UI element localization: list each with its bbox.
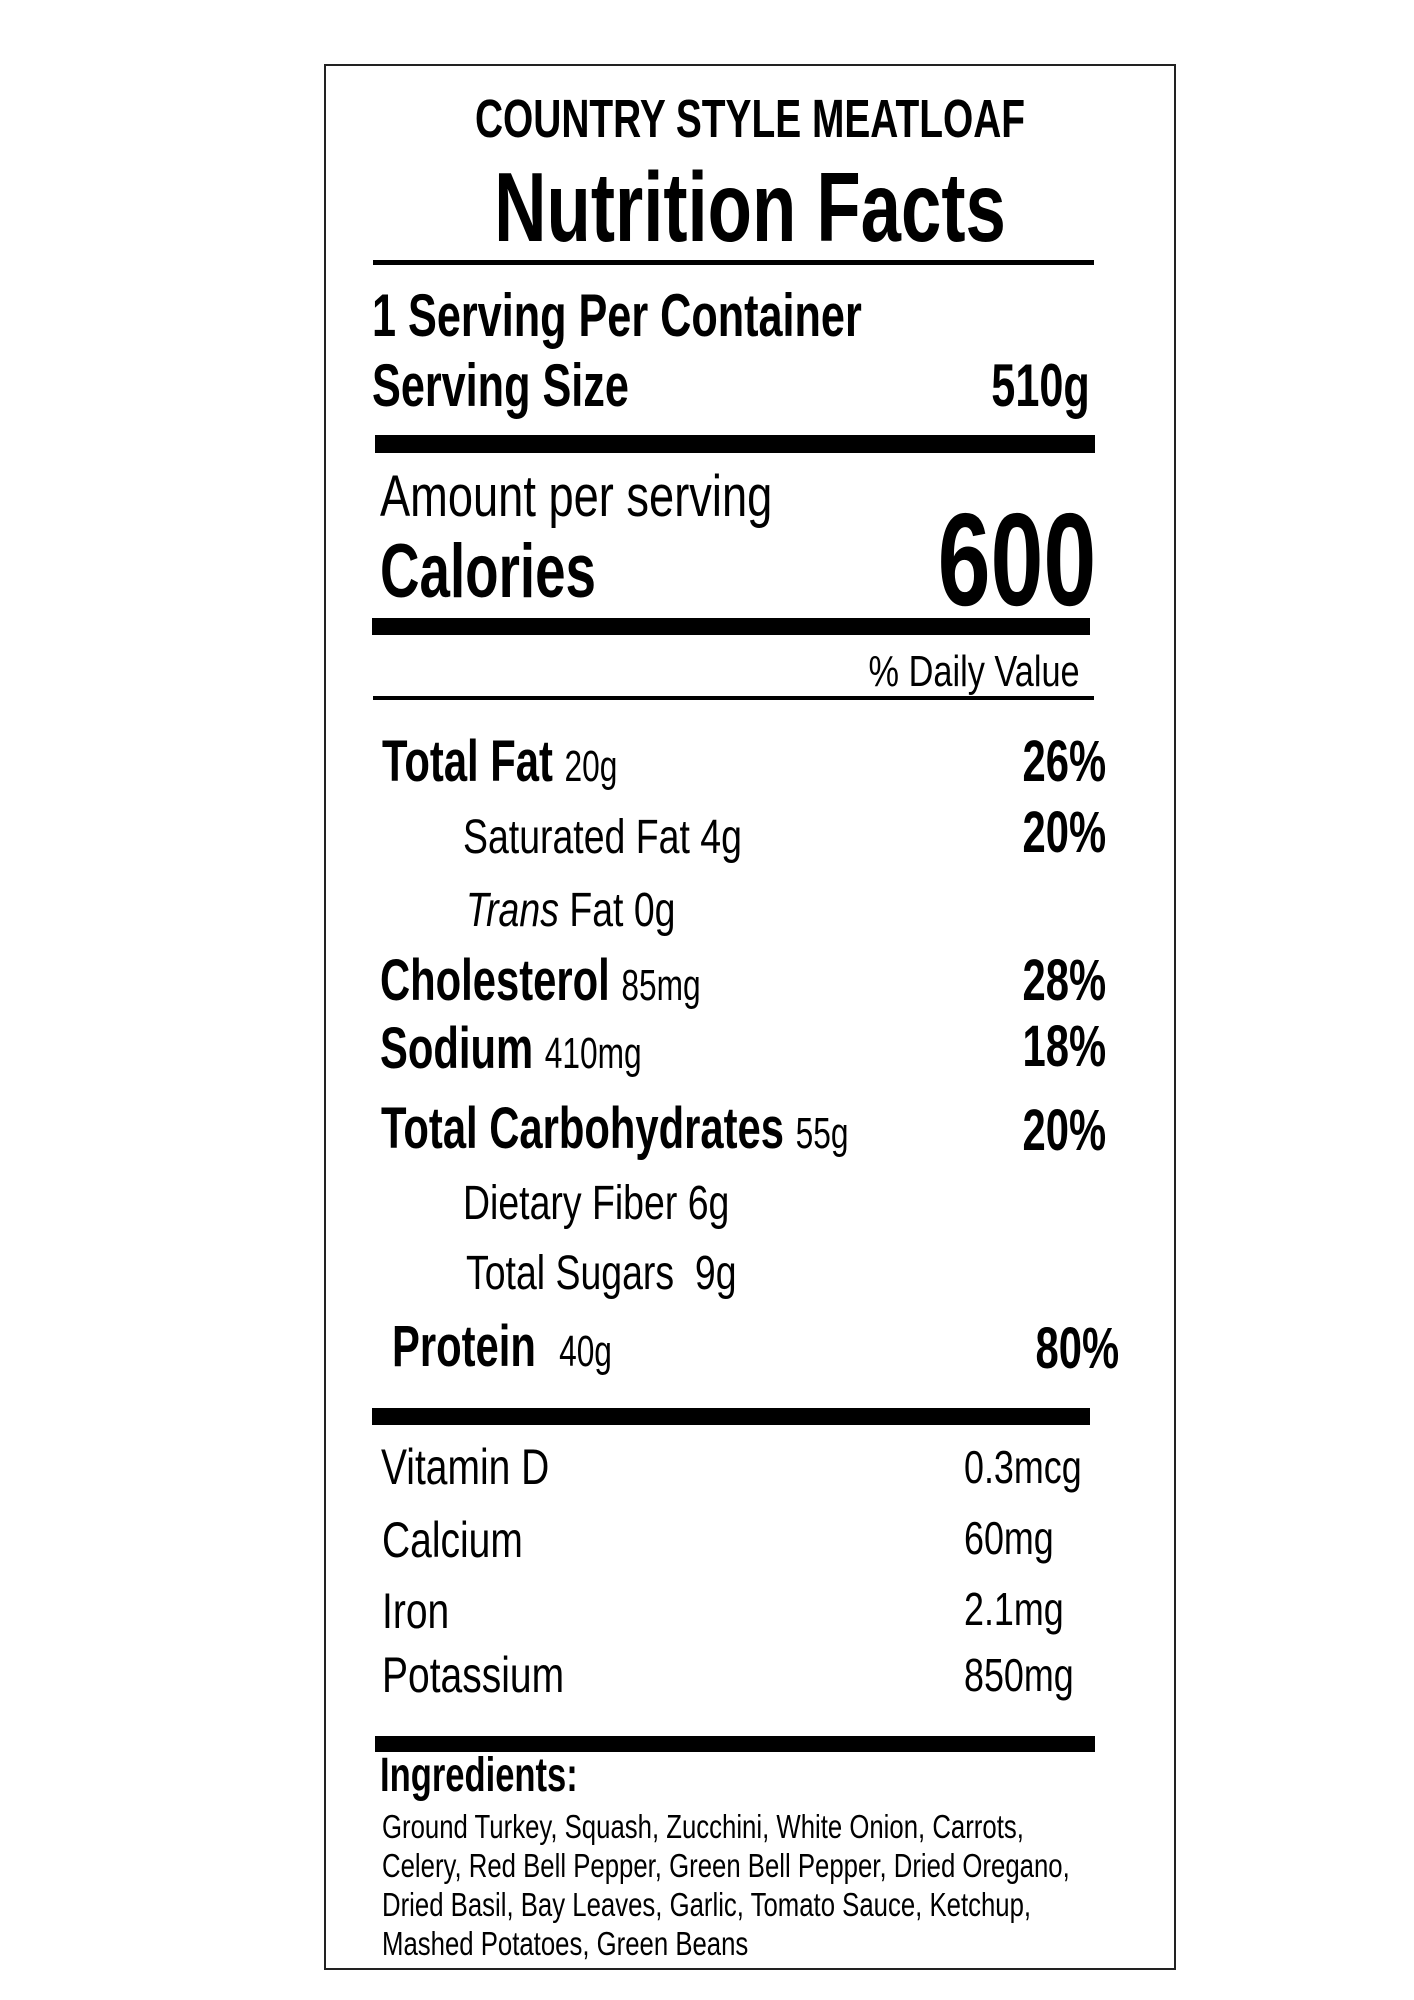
vitamin-d-amount: 0.3mcg: [964, 1441, 1082, 1493]
ingredients-line: Celery, Red Bell Pepper, Green Bell Pepp…: [382, 1847, 1070, 1884]
dv-sodium: 18%: [1022, 1014, 1106, 1079]
serving-size-value: 510g: [991, 352, 1090, 419]
dv-saturated-fat: 20%: [1022, 800, 1106, 865]
thick-divider: [372, 1408, 1090, 1425]
nutrient-total-sugars: Total Sugars 9g: [466, 1247, 737, 1300]
potassium-label: Potassium: [382, 1647, 565, 1703]
nutrient-cholesterol: Cholesterol 85mg: [380, 948, 701, 1013]
nutrient-trans-fat: Trans Fat 0g: [466, 884, 676, 937]
thick-divider: [372, 618, 1090, 635]
vitamin-d-label: Vitamin D: [381, 1439, 550, 1495]
nutrition-label-border: [324, 64, 1176, 1970]
ingredients-line: Mashed Potatoes, Green Beans: [382, 1925, 749, 1962]
calories-value: 600: [937, 486, 1096, 633]
ingredients-label: Ingredients:: [380, 1749, 578, 1802]
potassium-amount: 850mg: [964, 1649, 1074, 1701]
calories-label: Calories: [380, 529, 596, 614]
thick-divider: [375, 435, 1095, 453]
thick-divider: [375, 1736, 1095, 1752]
calcium-label: Calcium: [382, 1512, 523, 1568]
calcium-amount: 60mg: [964, 1512, 1054, 1564]
divider: [373, 696, 1094, 700]
dv-cholesterol: 28%: [1022, 948, 1106, 1013]
ingredients-line: Ground Turkey, Squash, Zucchini, White O…: [382, 1808, 1024, 1845]
nutrient-protein: Protein 40g: [392, 1314, 612, 1379]
divider: [373, 260, 1094, 265]
nutrient-total-carbohydrates: Total Carbohydrates 55g: [381, 1096, 849, 1161]
nutrient-saturated-fat: Saturated Fat 4g: [463, 811, 742, 864]
nutrient-total-fat: Total Fat 20g: [382, 729, 618, 794]
serving-size-label: Serving Size: [372, 352, 629, 419]
label-title: Nutrition Facts: [494, 152, 1006, 262]
iron-amount: 2.1mg: [964, 1583, 1064, 1635]
amount-per-serving: Amount per serving: [380, 464, 773, 529]
iron-label: Iron: [382, 1583, 450, 1639]
nutrient-sodium: Sodium 410mg: [380, 1016, 642, 1081]
ingredients-line: Dried Basil, Bay Leaves, Garlic, Tomato …: [382, 1886, 1032, 1923]
product-name: COUNTRY STYLE MEATLOAF: [474, 89, 1026, 149]
servings-per-container: 1 Serving Per Container: [372, 282, 862, 349]
daily-value-header: % Daily Value: [868, 647, 1080, 696]
dv-total-carbohydrates: 20%: [1022, 1098, 1106, 1163]
nutrient-dietary-fiber: Dietary Fiber 6g: [463, 1177, 730, 1230]
dv-total-fat: 26%: [1022, 729, 1106, 794]
dv-protein: 80%: [1035, 1316, 1119, 1381]
